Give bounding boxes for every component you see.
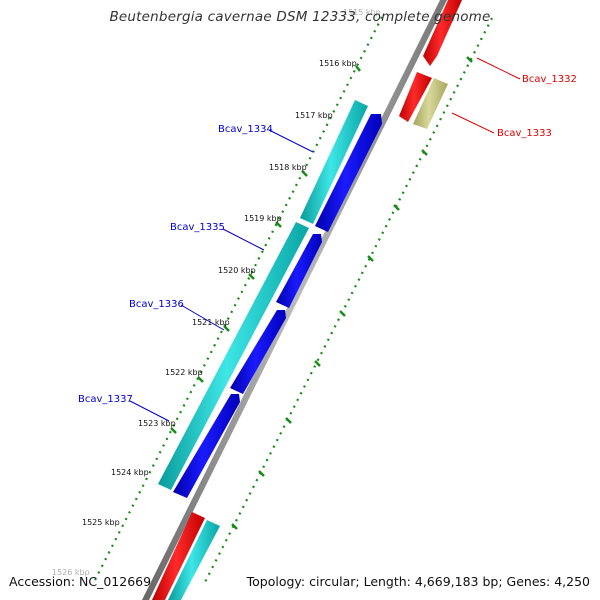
major-ticks-inner <box>170 65 361 434</box>
gene-bar-rna-bottom[interactable] <box>168 520 220 600</box>
gene-label-bcav-1335[interactable]: Bcav_1335 <box>170 222 225 233</box>
gene-leader-lines <box>129 57 521 422</box>
gene-label-bcav-1337[interactable]: Bcav_1337 <box>78 394 133 405</box>
kbp-label: 1522 kbp <box>165 368 203 377</box>
gene-label-bcav-1334[interactable]: Bcav_1334 <box>218 124 273 135</box>
gene-bar-rna-2[interactable] <box>158 222 309 490</box>
kbp-label: 1516 kbp <box>319 59 357 68</box>
kbp-label: 1525 kbp <box>82 518 120 527</box>
kbp-label: 1523 kbp <box>138 419 176 428</box>
gene-bar-bcav-1333[interactable] <box>413 78 448 129</box>
gene-bar-bcav-1336[interactable] <box>230 310 286 394</box>
genome-stats: Topology: circular; Length: 4,669,183 bp… <box>246 574 590 589</box>
genome-backbone <box>142 0 447 600</box>
outer-dotted-track <box>202 17 493 587</box>
kbp-label: 1524 kbp <box>111 468 149 477</box>
major-ticks-outer <box>231 56 473 530</box>
kbp-label: 1515 kbp <box>343 8 381 17</box>
gene-labels: Bcav_1332 Bcav_1333 Bcav_1334 Bcav_1335 … <box>78 74 577 405</box>
gene-label-bcav-1336[interactable]: Bcav_1336 <box>129 299 184 310</box>
gene-bar-bcav-1334[interactable] <box>315 114 382 232</box>
kbp-label: 1520 kbp <box>218 266 256 275</box>
gene-bar-red-bottom[interactable] <box>152 512 205 600</box>
kbp-label: 1526 kbp <box>52 568 90 577</box>
gene-bar-bcav-1335[interactable] <box>276 234 322 308</box>
gene-bar-rna-1[interactable] <box>300 100 368 224</box>
kbp-label: 1519 kbp <box>244 214 282 223</box>
gene-bar-bcav-1337[interactable] <box>173 394 240 498</box>
gene-label-bcav-1332[interactable]: Bcav_1332 <box>522 74 577 85</box>
genome-title: Beutenbergia cavernae DSM 12333, complet… <box>109 9 491 25</box>
kbp-label: 1518 kbp <box>269 163 307 172</box>
gene-bar-bcav-1332[interactable] <box>399 72 432 122</box>
inner-dotted-track <box>94 16 383 581</box>
kbp-label: 1517 kbp <box>295 111 333 120</box>
accession-label: Accession: NC_012669 <box>9 574 152 589</box>
kbp-labels: 1515 kbp 1516 kbp 1517 kbp 1518 kbp 1519… <box>52 8 381 577</box>
gene-bar-red-top[interactable] <box>423 0 462 66</box>
kbp-label: 1521 kbp <box>192 318 230 327</box>
gene-label-bcav-1333[interactable]: Bcav_1333 <box>497 128 552 139</box>
